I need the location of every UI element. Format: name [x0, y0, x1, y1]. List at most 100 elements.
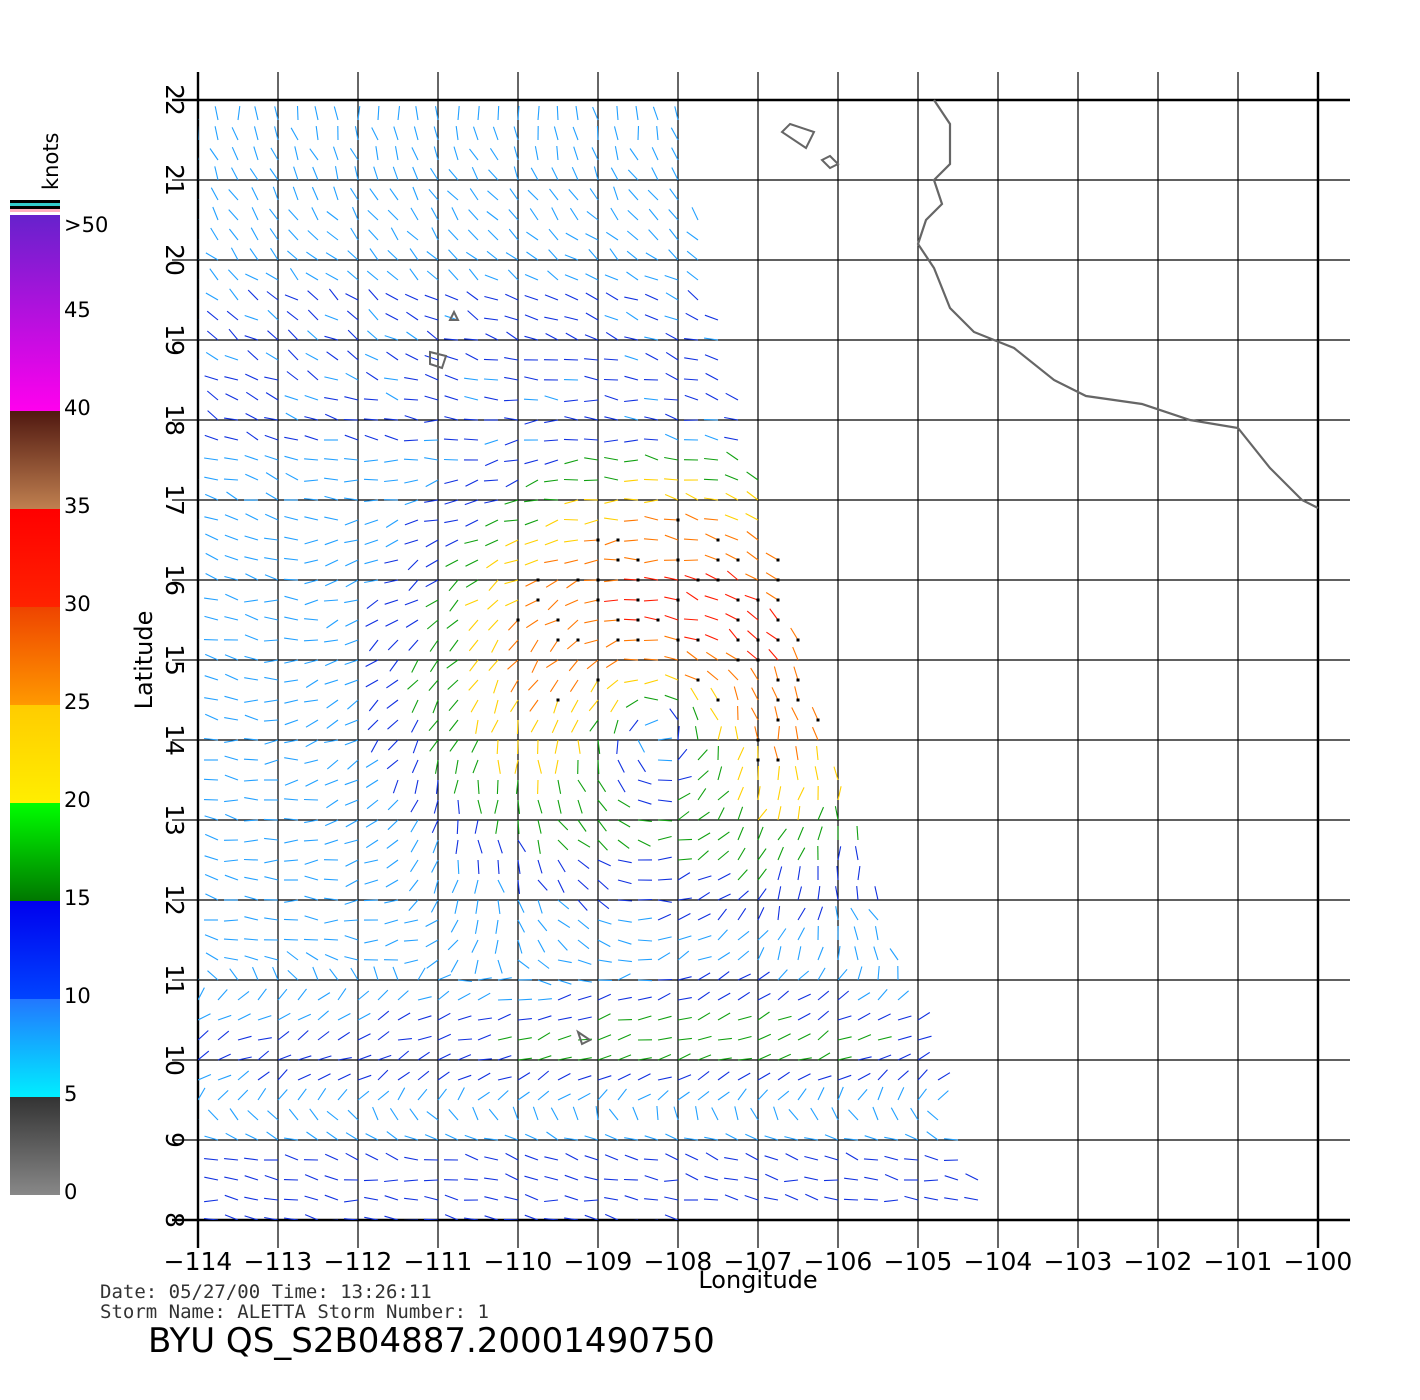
wind-vector — [464, 377, 479, 381]
wind-vector — [917, 1069, 928, 1081]
wind-vector — [711, 1107, 719, 1121]
wind-vector — [484, 1156, 499, 1161]
wind-vector — [434, 759, 439, 774]
wind-vector — [644, 696, 659, 701]
wind-vector — [572, 126, 579, 141]
wind-vector — [517, 899, 525, 913]
wind-vector — [677, 792, 691, 801]
wind-vector — [344, 899, 359, 905]
rain-flag-dot — [756, 738, 760, 742]
wind-vector — [677, 811, 690, 821]
wind-vector — [198, 179, 199, 180]
colorbar-segment — [10, 901, 60, 999]
wind-vector — [811, 706, 819, 721]
rain-flag-dot — [676, 638, 680, 642]
wind-vector — [317, 1055, 332, 1061]
wind-vector — [623, 578, 639, 581]
wind-vector — [214, 126, 219, 141]
wind-vector — [564, 254, 579, 261]
wind-vector — [414, 779, 419, 794]
wind-vector — [417, 1070, 430, 1081]
wind-vector — [364, 859, 379, 864]
wind-vector — [484, 459, 499, 467]
wind-vector — [307, 290, 319, 301]
wind-vector — [284, 637, 299, 641]
wind-vector — [657, 1090, 669, 1101]
wind-vector — [404, 377, 419, 381]
wind-vector — [324, 639, 339, 643]
wind-vector — [537, 819, 542, 834]
wind-vector — [863, 1158, 879, 1161]
wind-vector — [665, 413, 679, 421]
wind-vector — [314, 106, 319, 121]
wind-vector — [404, 599, 419, 606]
wind-vector — [284, 1137, 299, 1141]
wind-vector — [737, 826, 744, 841]
wind-vector — [725, 652, 739, 661]
wind-vector — [857, 1056, 872, 1061]
wind-vector — [264, 574, 279, 581]
wind-vector — [564, 1217, 579, 1220]
wind-vector — [623, 1178, 639, 1181]
storm-name-line: Storm Name: ALETTA Storm Number: 1 — [100, 1301, 489, 1323]
wind-vector — [464, 1134, 479, 1141]
wind-vector — [549, 639, 559, 653]
wind-vector — [472, 759, 479, 774]
wind-vector — [777, 928, 787, 941]
wind-vector — [777, 906, 781, 921]
wind-vector — [810, 1107, 819, 1121]
rain-flag-dot — [556, 698, 560, 702]
wind-vector — [225, 1132, 239, 1141]
wind-vector — [405, 353, 419, 361]
wind-vector — [517, 100, 518, 101]
wind-vector — [537, 1070, 550, 1081]
wind-vector — [494, 939, 499, 954]
y-tick-label: 18 — [160, 404, 189, 436]
wind-vector — [204, 1217, 219, 1220]
wind-vector — [777, 846, 784, 861]
rain-flag-dot — [756, 598, 760, 602]
wind-vector — [274, 126, 279, 141]
wind-vector — [583, 438, 599, 441]
wind-vector — [710, 707, 719, 721]
wind-vector — [457, 859, 460, 875]
wind-vector — [737, 869, 748, 881]
wind-vector — [437, 1071, 450, 1081]
wind-vector — [363, 1179, 379, 1182]
wind-vector — [217, 1089, 229, 1101]
wind-vector — [664, 576, 679, 581]
wind-vector — [777, 990, 789, 1001]
wind-vector — [824, 1155, 839, 1161]
wind-vector — [544, 395, 559, 401]
wind-vector — [326, 719, 339, 729]
wind-vector — [304, 819, 319, 824]
wind-vector — [605, 331, 619, 341]
wind-vector — [465, 251, 479, 261]
y-tick-label: 22 — [160, 84, 189, 116]
wind-vector — [244, 839, 259, 843]
rain-flag-dot — [776, 718, 780, 722]
wind-vector — [344, 839, 359, 845]
wind-vector — [365, 1133, 379, 1141]
wind-vector — [546, 659, 559, 669]
wind-vector — [737, 1088, 747, 1101]
wind-vector — [244, 335, 259, 341]
wind-vector — [635, 106, 639, 121]
wind-vector — [704, 554, 719, 561]
wind-vector — [573, 146, 579, 161]
wind-vector — [375, 146, 379, 161]
wind-vector — [643, 658, 659, 661]
wind-vector — [565, 1153, 579, 1161]
wind-vector — [504, 1196, 519, 1201]
wind-vector — [524, 314, 539, 321]
wind-vector — [428, 188, 439, 201]
wind-vector — [471, 166, 479, 181]
wind-vector — [617, 996, 632, 1001]
wind-vector — [304, 1174, 319, 1181]
wind-vector — [347, 350, 359, 361]
rain-flag-dot — [516, 618, 520, 622]
wind-vector — [324, 413, 339, 421]
wind-vector — [243, 858, 259, 861]
wind-vector — [363, 478, 379, 481]
